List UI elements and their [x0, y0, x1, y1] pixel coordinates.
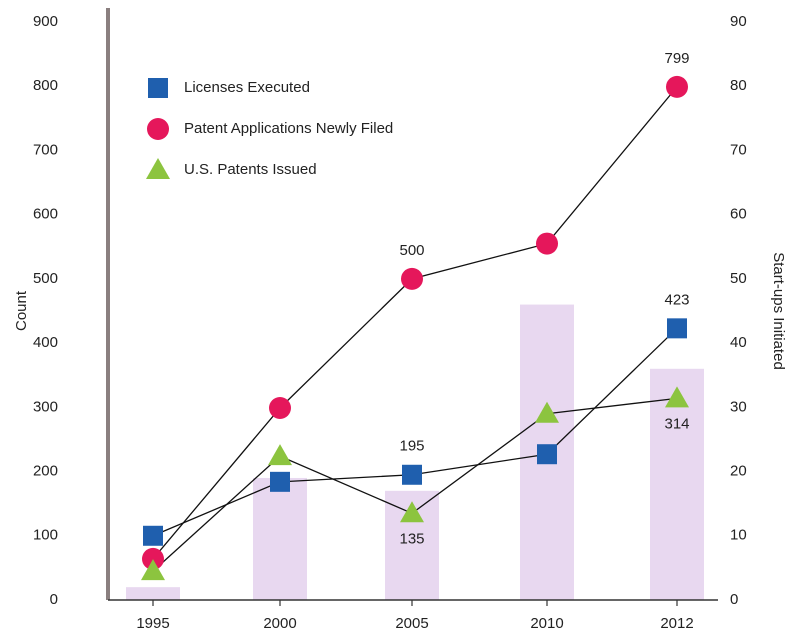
marker [667, 318, 687, 339]
data-label: 314 [664, 415, 689, 432]
marker [268, 444, 292, 466]
legend-label: U.S. Patents Issued [184, 161, 317, 178]
y-tick-label: 300 [33, 398, 58, 415]
marker [402, 464, 422, 485]
data-label: 423 [664, 291, 689, 308]
y-tick-label: 400 [33, 334, 58, 351]
y2-axis-label: Start-ups Initiated [770, 252, 787, 370]
marker [141, 559, 165, 581]
y2-tick-label: 20 [730, 463, 747, 480]
series-line [152, 86, 678, 560]
marker [269, 396, 291, 419]
y-tick-label: 500 [33, 270, 58, 287]
legend-marker [147, 118, 169, 140]
legend-marker [146, 158, 170, 179]
y-tick-label: 0 [50, 591, 58, 608]
x-tick-label: 2012 [660, 615, 693, 632]
legend-marker [148, 78, 168, 98]
y2-tick-label: 60 [730, 206, 747, 223]
y2-tick-label: 30 [730, 398, 747, 415]
marker [665, 386, 689, 408]
y-tick-label: 900 [33, 13, 58, 30]
y-axis-label: Count [13, 290, 30, 331]
y2-tick-label: 80 [730, 77, 747, 94]
y-tick-label: 600 [33, 206, 58, 223]
data-label: 500 [399, 242, 424, 259]
marker [142, 547, 164, 570]
marker [536, 232, 558, 255]
x-tick-label: 2000 [263, 615, 296, 632]
marker [143, 525, 163, 546]
data-label: 799 [664, 50, 689, 67]
data-label: 135 [399, 530, 424, 547]
marker [401, 267, 423, 290]
x-tick-label: 2005 [395, 615, 428, 632]
marker [666, 75, 688, 98]
x-tick-label: 1995 [136, 615, 169, 632]
marker [537, 444, 557, 465]
y-tick-label: 800 [33, 77, 58, 94]
y-tick-label: 700 [33, 141, 58, 158]
y2-tick-label: 0 [730, 591, 738, 608]
y2-tick-label: 10 [730, 527, 747, 544]
marker [270, 471, 290, 492]
legend-label: Patent Applications Newly Filed [184, 120, 393, 137]
y2-tick-label: 70 [730, 141, 747, 158]
y2-tick-label: 90 [730, 13, 747, 30]
marker [535, 401, 559, 423]
legend-label: Licenses Executed [184, 79, 310, 96]
y2-tick-label: 40 [730, 334, 747, 351]
bar [126, 587, 180, 600]
data-label: 195 [399, 438, 424, 455]
y-tick-label: 200 [33, 463, 58, 480]
marker [400, 501, 424, 523]
x-tick-label: 2010 [530, 615, 563, 632]
y-tick-label: 100 [33, 527, 58, 544]
bar [253, 477, 307, 600]
y2-tick-label: 50 [730, 270, 747, 287]
